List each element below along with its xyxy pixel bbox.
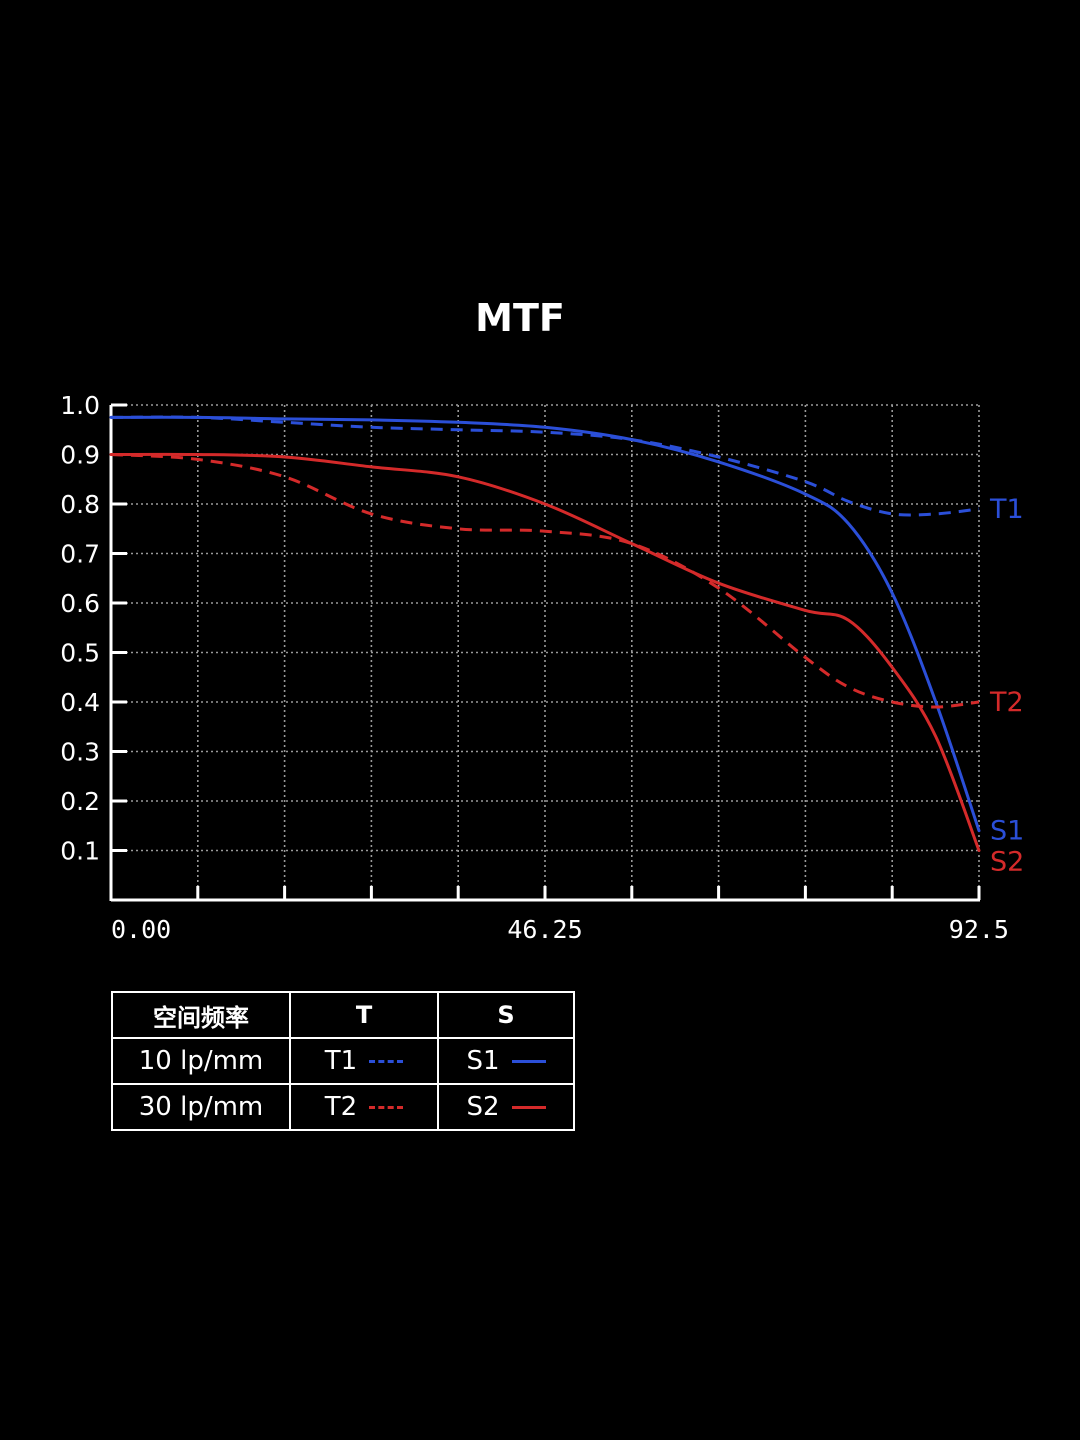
s1-solid-swatch (511, 1059, 546, 1063)
labels: 0.1 0.2 0.3 0.4 0.5 0.6 0.7 0.8 0.9 1.0 0.00 46.25 9… (60, 391, 1024, 944)
s-series-label: S1 (466, 1046, 500, 1076)
y-tick-label: 0.5 (60, 639, 100, 668)
legend-header-row: 空间频率 T S (111, 991, 575, 1039)
s2-solid-swatch (511, 1105, 546, 1109)
series-end-label-s2: S2 (990, 847, 1024, 878)
series-end-label-s1: S1 (990, 816, 1024, 847)
series-line-t1 (110, 415, 980, 517)
legend-row: 30 lp/mm T2 S2 (111, 1083, 575, 1131)
t1-dashed-swatch (369, 1059, 404, 1063)
row-t-cell: T1 (289, 1037, 439, 1085)
series-end-label-t1: T1 (989, 494, 1024, 525)
y-tick-label: 0.8 (60, 490, 100, 519)
axes (109, 403, 981, 902)
series-lines (109, 415, 981, 852)
x-tick-label: 0.00 (111, 915, 171, 944)
row-frequency: 10 lp/mm (111, 1037, 291, 1085)
series-end-label-t2: T2 (989, 687, 1024, 718)
series-line-t2 (110, 453, 980, 709)
y-tick-label: 0.6 (60, 589, 100, 618)
row-s-cell: S1 (437, 1037, 575, 1085)
grid (111, 404, 980, 900)
y-tick-label: 0.2 (60, 787, 100, 816)
t-series-label: T1 (324, 1046, 358, 1076)
header-frequency: 空间频率 (111, 991, 291, 1039)
s-series-label: S2 (466, 1092, 500, 1122)
legend-row: 10 lp/mm T1 S1 (111, 1037, 575, 1085)
row-s-cell: S2 (437, 1083, 575, 1131)
legend-table: 空间频率 T S 10 lp/mm T1 S1 30 lp/mm T2 (111, 991, 575, 1131)
row-t-cell: T2 (289, 1083, 439, 1131)
header-t: T (289, 991, 439, 1039)
y-tick-label: 0.3 (60, 738, 100, 767)
t2-dashed-swatch (369, 1105, 404, 1109)
mtf-chart: MTF 0.1 0.2 0.3 0.4 0.5 0.6 0.7 0.8 0.9 1.0 0.00 46… (60, 296, 1024, 944)
y-tick-label: 0.7 (60, 540, 100, 569)
x-tick-label: 46.25 (507, 915, 582, 944)
row-frequency: 30 lp/mm (111, 1083, 291, 1131)
y-tick-label: 0.1 (60, 837, 100, 866)
x-tick-label: 92.5 (949, 915, 1009, 944)
header-s: S (437, 991, 575, 1039)
y-tick-label: 1.0 (60, 391, 100, 420)
y-tick-label: 0.4 (60, 688, 100, 717)
t-series-label: T2 (324, 1092, 358, 1122)
series-line-s1 (109, 415, 981, 833)
y-tick-label: 0.9 (60, 441, 100, 470)
chart-title: MTF (475, 296, 565, 340)
series-line-s2 (109, 452, 981, 852)
